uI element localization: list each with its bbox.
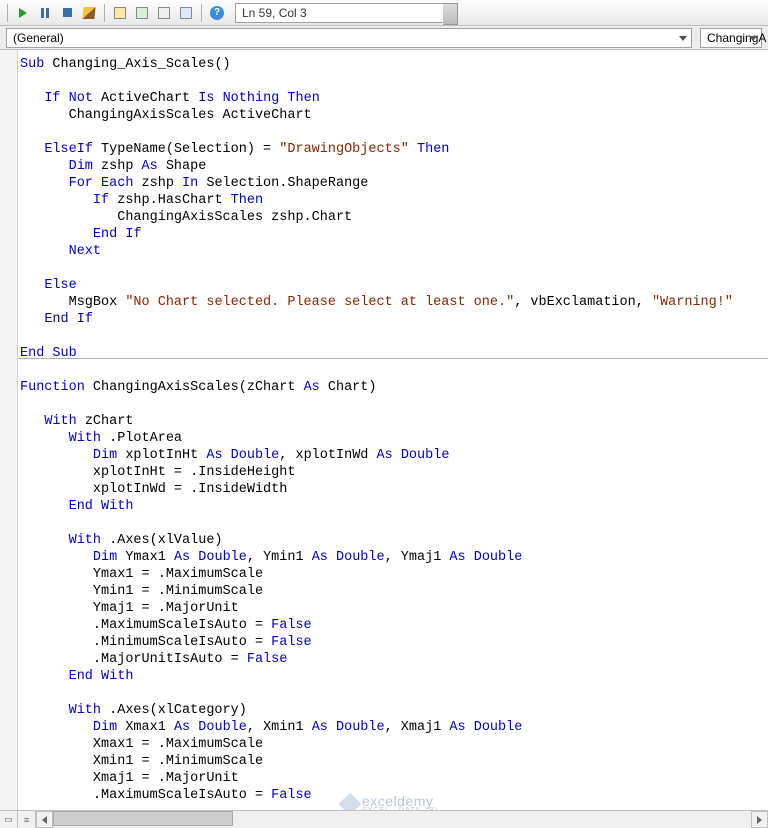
window-icon: [114, 7, 126, 19]
help-icon: ?: [210, 6, 224, 20]
object-browser-button[interactable]: [154, 3, 174, 23]
design-icon: [82, 7, 95, 19]
procedure-separator: [18, 358, 768, 359]
view-full-module-icon[interactable]: ▭: [0, 811, 18, 828]
toolbar-separator: [7, 4, 8, 22]
code-editor[interactable]: Sub Changing_Axis_Scales() If Not Active…: [0, 50, 768, 810]
play-icon: [19, 8, 27, 18]
code-gutter: [0, 50, 18, 810]
object-dropdown-value: (General): [13, 31, 64, 45]
toolbar-separator: [104, 4, 105, 22]
window-icon: [180, 7, 192, 19]
scroll-left-button[interactable]: [36, 811, 53, 828]
object-dropdown[interactable]: (General): [6, 28, 692, 48]
cursor-position-text: Ln 59, Col 3: [242, 6, 307, 20]
window-icon: [158, 7, 170, 19]
cursor-position-box: Ln 59, Col 3: [235, 3, 445, 23]
horizontal-scrollbar[interactable]: ▭ ≡: [0, 810, 768, 828]
chevron-left-icon: [42, 816, 47, 824]
code-content[interactable]: Sub Changing_Axis_Scales() If Not Active…: [20, 56, 768, 810]
project-explorer-button[interactable]: [110, 3, 130, 23]
toolbox-button[interactable]: [176, 3, 196, 23]
window-icon: [136, 7, 148, 19]
properties-button[interactable]: [132, 3, 152, 23]
stop-button[interactable]: [57, 3, 77, 23]
scrollbar-thumb[interactable]: [53, 811, 233, 826]
scrollbar-track[interactable]: [53, 811, 751, 828]
design-mode-button[interactable]: [79, 3, 99, 23]
help-button[interactable]: ?: [207, 3, 227, 23]
pause-icon: [41, 8, 49, 18]
view-procedure-icon[interactable]: ≡: [18, 811, 36, 828]
chevron-right-icon: [757, 816, 762, 824]
scroll-right-button[interactable]: [751, 811, 768, 828]
procedure-dropdown[interactable]: ChangingA: [700, 28, 762, 48]
dropdown-row: (General) ChangingA: [0, 26, 768, 50]
toolbar: ? Ln 59, Col 3: [0, 0, 768, 26]
procedure-dropdown-value: ChangingA: [707, 31, 766, 45]
stop-icon: [63, 8, 72, 17]
run-button[interactable]: [13, 3, 33, 23]
pause-button[interactable]: [35, 3, 55, 23]
toolbar-separator: [201, 4, 202, 22]
